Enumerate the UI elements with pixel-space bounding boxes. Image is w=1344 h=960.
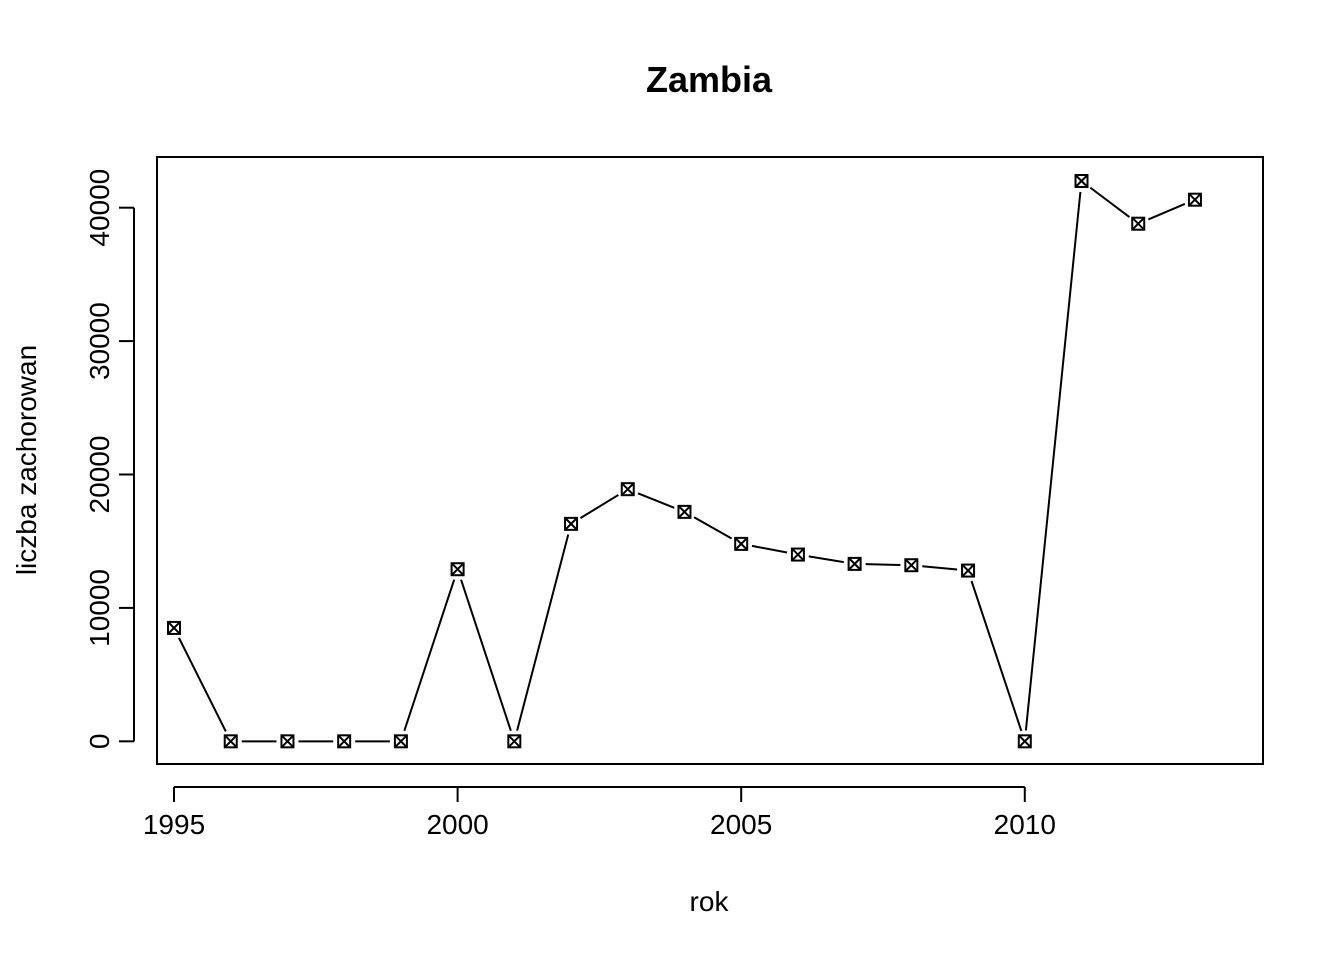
data-point	[677, 504, 692, 519]
chart-title: Zambia	[646, 59, 773, 100]
data-point	[167, 620, 182, 635]
x-tick-label: 2000	[426, 809, 488, 840]
y-tick-label: 0	[84, 734, 115, 750]
data-point	[1074, 174, 1089, 189]
x-tick-label: 2010	[994, 809, 1056, 840]
data-point	[790, 547, 805, 562]
data-point	[280, 734, 295, 749]
x-axis-label: rok	[690, 886, 730, 917]
y-axis-label: liczba zachorowan	[11, 345, 42, 575]
series-segment	[808, 555, 844, 564]
y-tick-label: 40000	[84, 169, 115, 247]
series-segment	[1024, 191, 1082, 731]
y-tick-label: 20000	[84, 436, 115, 514]
y-axis: 0 10000 20000 30000 40000	[84, 169, 135, 750]
plot-frame	[156, 156, 1264, 765]
series-segment	[403, 579, 456, 732]
x-tick-label: 1995	[143, 809, 205, 840]
series-segment	[970, 580, 1023, 732]
data-point	[961, 563, 976, 578]
data-point	[847, 556, 862, 571]
x-axis: 1995 2000 2005 2010	[143, 786, 1056, 840]
series-segment	[637, 492, 675, 509]
series-segment	[460, 579, 512, 732]
data-point	[734, 536, 749, 551]
data-point	[223, 734, 238, 749]
series-line	[178, 186, 1186, 743]
data-point	[564, 516, 579, 531]
series-segment	[1147, 203, 1186, 221]
data-point	[1017, 734, 1032, 749]
data-point	[1131, 216, 1146, 231]
series-segment	[1089, 186, 1131, 218]
series-points	[167, 174, 1202, 749]
series-segment	[865, 563, 901, 566]
y-tick-label: 30000	[84, 302, 115, 380]
series-segment	[178, 637, 227, 732]
data-point	[450, 562, 465, 577]
series-segment	[693, 516, 733, 540]
data-point	[507, 734, 522, 749]
series-segment	[579, 494, 619, 519]
data-point	[1187, 192, 1202, 207]
series-segment	[922, 565, 958, 571]
data-point	[393, 734, 408, 749]
y-tick-label: 10000	[84, 569, 115, 647]
series-segment	[751, 544, 788, 554]
data-point	[904, 558, 919, 573]
series-segment	[516, 534, 570, 731]
data-point	[337, 734, 352, 749]
x-tick-label: 2005	[710, 809, 772, 840]
data-point	[620, 482, 635, 497]
